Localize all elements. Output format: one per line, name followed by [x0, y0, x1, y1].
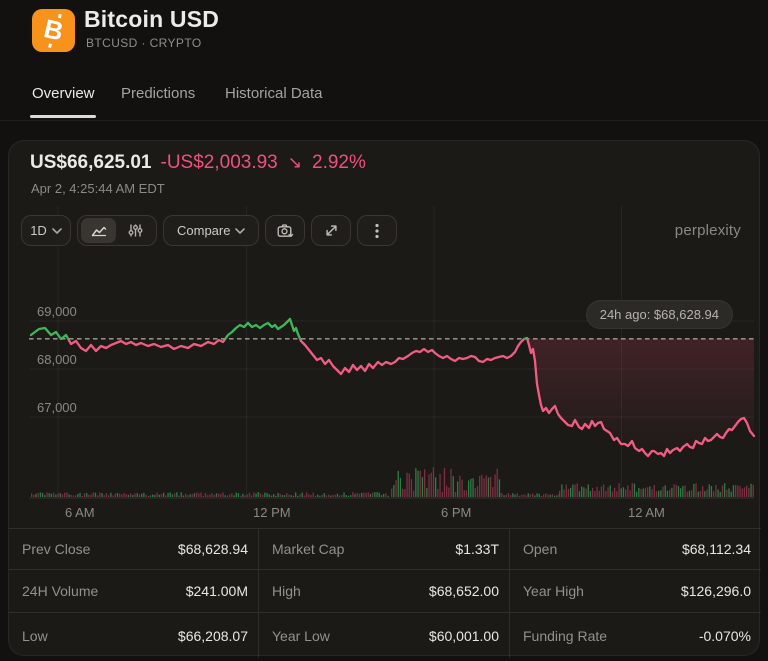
perplexity-watermark: perplexity — [674, 222, 741, 239]
chevron-down-icon — [235, 227, 246, 234]
current-price: US$66,625.01 — [30, 152, 152, 173]
x-axis-label-6am: 6 AM — [65, 505, 95, 520]
stat-open: Open $68,112.34 — [510, 529, 761, 570]
y-axis-label-68000: 68,000 — [37, 352, 77, 367]
page-title: Bitcoin USD — [84, 6, 220, 32]
area-chart-icon — [91, 226, 106, 236]
snapshot-button[interactable] — [265, 215, 306, 246]
ticker-subtitle: BTCUSD · CRYPTO — [86, 36, 202, 50]
stat-24h-volume: 24H Volume $241.00M — [9, 570, 259, 613]
kebab-menu-icon — [375, 223, 380, 238]
fullscreen-button[interactable] — [311, 215, 352, 246]
header-divider — [0, 120, 768, 121]
chart-type-switcher — [77, 215, 157, 246]
price-change: -US$2,003.93 — [160, 152, 278, 173]
price-chart[interactable] — [9, 141, 761, 657]
active-tab-underline — [30, 115, 96, 118]
y-axis-label-67000: 67,000 — [37, 400, 77, 415]
stat-low: Low $66,208.07 — [9, 613, 259, 658]
down-arrow-icon: ↘ — [287, 153, 302, 172]
prev-close-pill: 24h ago: $68,628.94 — [585, 300, 733, 329]
stats-table: Prev Close $68,628.94 Market Cap $1.33T Op… — [9, 528, 761, 658]
bitcoin-logo: B — [32, 9, 75, 52]
quote-timestamp: Apr 2, 4:25:44 AM EDT — [31, 181, 165, 196]
stat-market-cap: Market Cap $1.33T — [259, 529, 510, 570]
price-change-pct: 2.92% — [312, 152, 366, 173]
compare-button[interactable]: Compare — [163, 215, 260, 246]
stat-year-low: Year Low $60,001.00 — [259, 613, 510, 658]
stat-funding-rate: Funding Rate -0.070% — [523, 627, 751, 644]
indicators-toggle[interactable] — [118, 218, 153, 243]
quote-card: US$66,625.01 -US$2,003.93 ↘ 2.92% Apr 2, 4:… — [8, 140, 761, 658]
range-selector[interactable]: 1D — [21, 215, 71, 246]
x-axis-label-12am: 12 AM — [628, 505, 665, 520]
line-chart-toggle[interactable] — [81, 218, 116, 243]
stat-prev-close: Prev Close $68,628.94 — [9, 529, 259, 570]
camera-download-icon — [277, 223, 294, 237]
stat-year-high: Year High $126,296.0 — [510, 570, 761, 613]
tab-overview[interactable]: Overview — [32, 85, 95, 102]
y-axis-label-69000: 69,000 — [37, 304, 77, 319]
tab-historical-data[interactable]: Historical Data — [225, 85, 323, 102]
chevron-down-icon — [52, 227, 62, 234]
tab-predictions[interactable]: Predictions — [121, 85, 196, 102]
expand-icon — [326, 225, 337, 236]
more-options-button[interactable] — [357, 215, 398, 246]
stat-high: High $68,652.00 — [259, 570, 510, 613]
x-axis-label-6pm: 6 PM — [441, 505, 472, 520]
x-axis-label-12pm: 12 PM — [253, 505, 291, 520]
sliders-icon — [128, 224, 143, 237]
